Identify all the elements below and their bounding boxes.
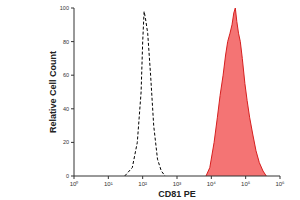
y-tick-label: 80 [63, 39, 69, 45]
x-tick [142, 176, 143, 179]
y-axis [74, 8, 75, 176]
x-tick-label: 10⁵ [241, 181, 251, 187]
y-tick-label: 20 [63, 139, 69, 145]
area-fill [206, 8, 266, 176]
y-tick [71, 8, 74, 9]
x-axis-label: CD81 PE [158, 189, 196, 199]
line [125, 11, 165, 176]
y-tick-label: 0 [66, 173, 69, 179]
x-tick [245, 176, 246, 179]
x-tick-label: 10⁶ [275, 181, 285, 187]
area-line [206, 8, 266, 176]
y-tick [71, 108, 74, 109]
x-tick [280, 176, 281, 179]
x-tick-label: 10¹ [104, 181, 113, 187]
y-tick-label: 100 [60, 5, 69, 11]
y-tick [71, 41, 74, 42]
x-tick-label: 10² [138, 181, 147, 187]
y-tick-label: 60 [63, 72, 69, 78]
y-tick-label: 40 [63, 106, 69, 112]
plot-area [125, 8, 267, 176]
x-tick-label: 10³ [173, 181, 182, 187]
x-tick-label: 10⁰ [70, 180, 79, 187]
y-axis-label: Relative Cell Count [48, 51, 58, 133]
chart: 10⁰ 10¹ 10² 10³ 10⁴ 10⁵ 10⁶ 0 20 40 60 80 100 CD81 PE… [0, 0, 300, 200]
x-tick [177, 176, 178, 179]
y-tick [71, 176, 74, 177]
x-tick-label: 10⁴ [207, 181, 217, 187]
y-tick [71, 142, 74, 143]
x-tick [211, 176, 212, 179]
x-tick [108, 176, 109, 179]
y-tick [71, 75, 74, 76]
